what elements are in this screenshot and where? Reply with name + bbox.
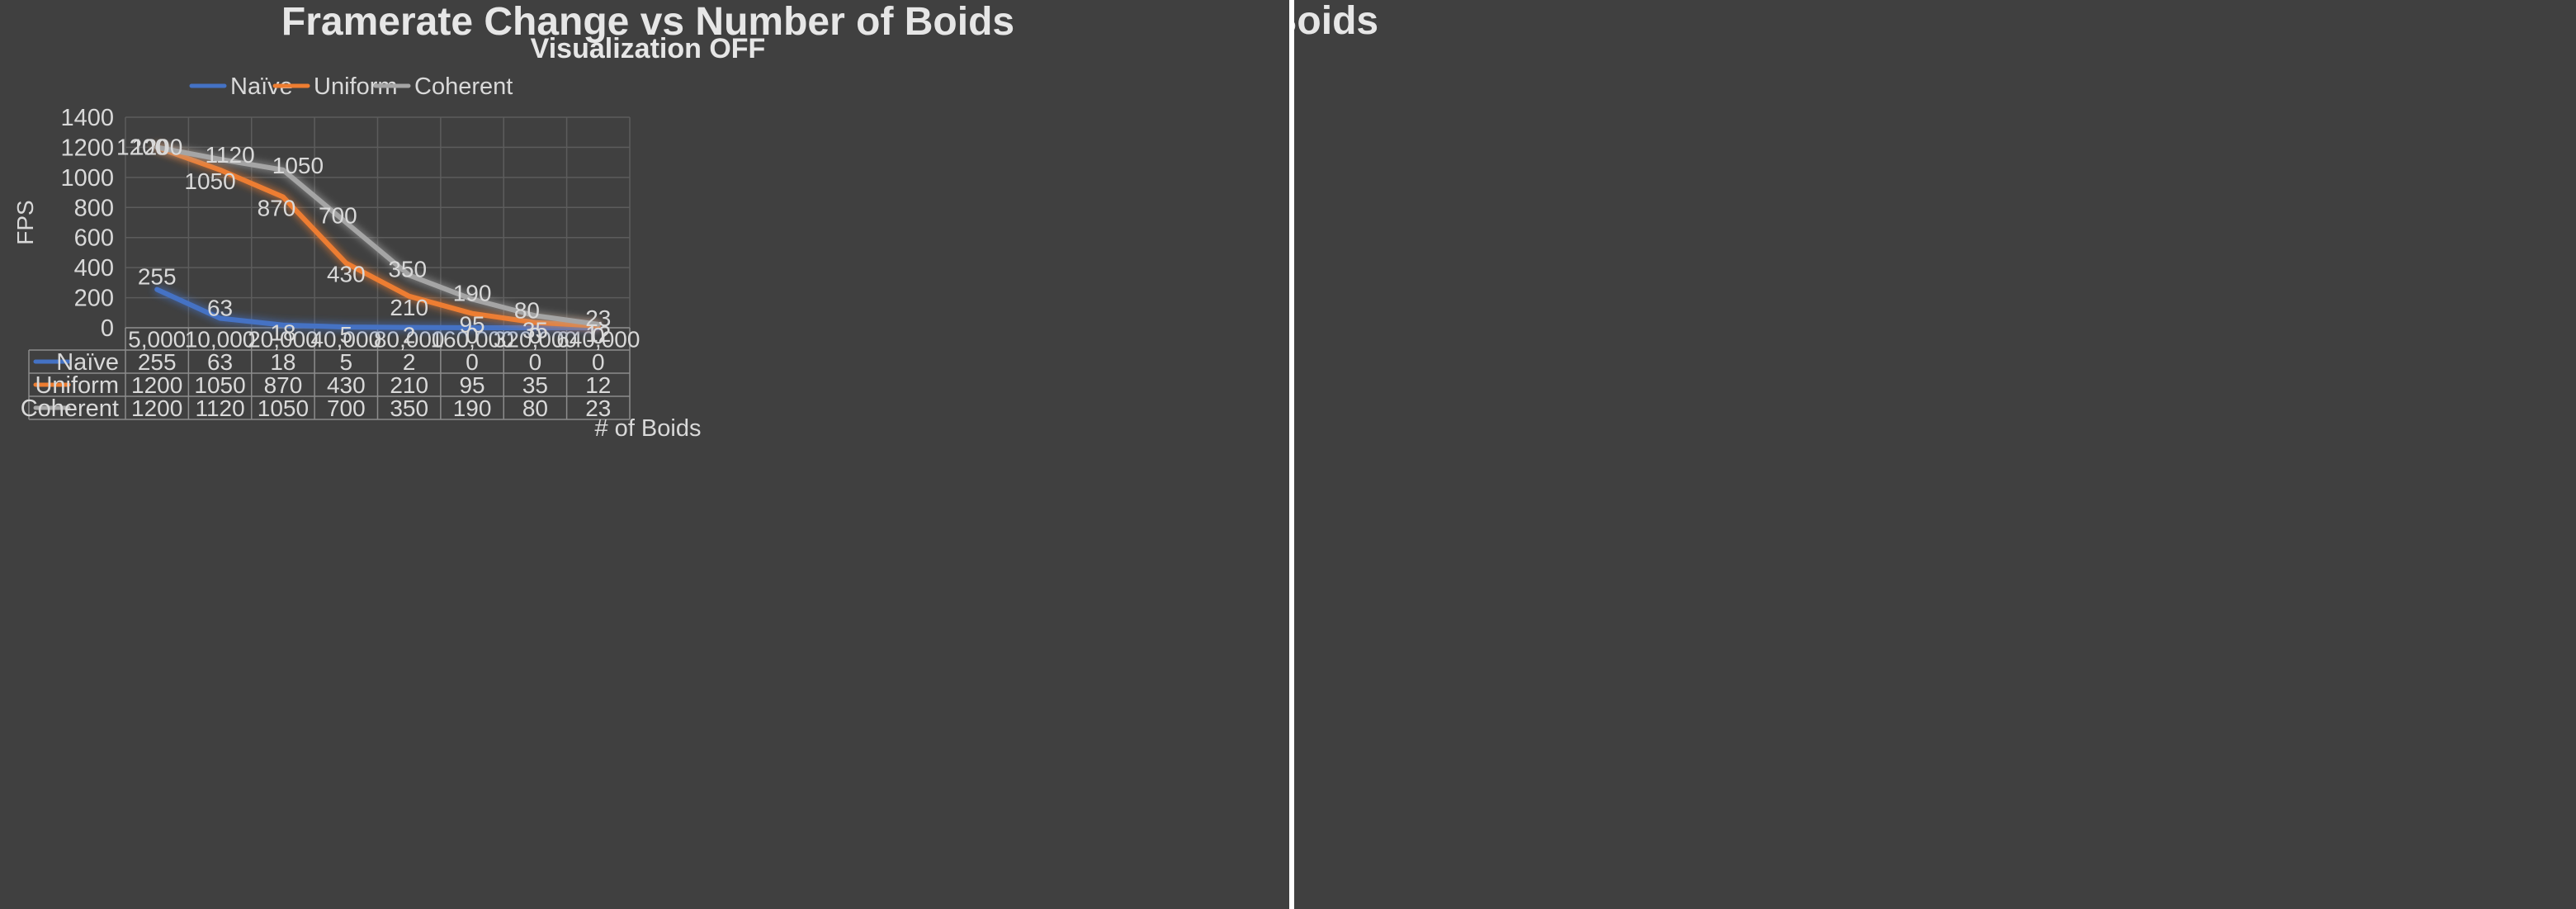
- data-label-coherent: 80: [514, 297, 540, 323]
- table-cell-naive: 0: [466, 349, 479, 375]
- legend-label-coherent: Coherent: [414, 73, 513, 100]
- data-label-uniform: 430: [327, 262, 366, 287]
- table-row-header-coherent: Coherent: [21, 395, 119, 422]
- data-label-uniform: 1050: [184, 168, 235, 194]
- table-row-header-naive: Naïve: [56, 349, 119, 376]
- data-label-naive: 18: [270, 320, 295, 346]
- y-tick-label: 0: [101, 315, 114, 342]
- y-tick-label: 800: [74, 195, 114, 221]
- x-axis-title: # of Boids: [595, 415, 702, 442]
- data-label-uniform: 870: [258, 196, 296, 221]
- data-label-coherent: 1200: [116, 134, 168, 159]
- x-category-label: 640,000: [556, 327, 640, 353]
- table-cell-coherent: 23: [585, 395, 611, 421]
- data-label-naive: 0: [529, 323, 542, 348]
- table-cell-coherent: 80: [522, 395, 548, 421]
- data-label-naive: 0: [466, 323, 479, 348]
- chart-subtitle: Visualization OFF: [531, 33, 766, 64]
- x-category-label: 40,000: [310, 327, 381, 353]
- table-cell-uniform: 870: [264, 372, 303, 398]
- data-label-coherent: 23: [585, 305, 611, 331]
- chart-panel-visualization-off: Framerate Change vs Number of Boids Visua…: [0, 0, 1289, 909]
- y-tick-label: 600: [74, 225, 114, 252]
- table-cell-uniform: 1200: [131, 372, 182, 398]
- y-tick-label: 200: [74, 286, 114, 312]
- table-cell-uniform: 210: [390, 372, 428, 398]
- table-cell-coherent: 1050: [258, 395, 309, 421]
- data-label-naive: 255: [138, 264, 177, 290]
- x-category-label: 320,000: [494, 327, 577, 353]
- table-cell-uniform: 95: [459, 372, 484, 398]
- y-tick-label: 1400: [60, 105, 114, 131]
- data-label-naive: 0: [592, 323, 605, 348]
- line-chart-visualization-on: Framerate Change vs Number of BoidsVisua…: [1294, 0, 1378, 43]
- data-label-naive: 63: [207, 296, 233, 321]
- data-label-uniform: 210: [390, 295, 428, 320]
- x-category-label: 5,000: [128, 327, 186, 353]
- table-cell-naive: 18: [270, 349, 295, 375]
- data-label-coherent: 1120: [205, 142, 254, 168]
- data-label-naive: 5: [340, 322, 353, 348]
- table-cell-naive: 63: [207, 349, 233, 375]
- series-line-naive: [154, 286, 601, 330]
- table-cell-naive: 5: [340, 349, 353, 375]
- x-category-label: 20,000: [248, 327, 319, 353]
- table-cell-coherent: 1200: [131, 395, 182, 421]
- data-label-uniform: 35: [522, 318, 548, 343]
- x-category-label: 10,000: [185, 327, 256, 353]
- y-axis-title: FPS: [12, 200, 38, 244]
- data-label-coherent: 1050: [272, 153, 324, 178]
- table-cell-uniform: 430: [327, 372, 366, 398]
- table-cell-naive: 255: [138, 349, 177, 375]
- data-label-coherent: 350: [388, 256, 427, 282]
- table-row-header-uniform: Uniform: [35, 372, 119, 399]
- table-cell-coherent: 1120: [195, 395, 244, 421]
- data-label-uniform: 1200: [131, 134, 182, 159]
- table-cell-coherent: 350: [390, 395, 428, 421]
- x-category-label: 160,000: [430, 327, 513, 353]
- data-label-uniform: 12: [585, 321, 611, 347]
- series-line-coherent: [154, 144, 601, 327]
- x-category-label: 80,000: [374, 327, 445, 353]
- data-label-uniform: 95: [459, 312, 484, 338]
- line-chart-visualization-off: Framerate Change vs Number of BoidsVisua…: [12, 0, 1014, 442]
- table-cell-uniform: 12: [585, 372, 611, 398]
- table-cell-coherent: 700: [327, 395, 366, 421]
- y-tick-label: 1200: [60, 135, 114, 161]
- data-label-naive: 2: [403, 323, 416, 348]
- data-label-coherent: 190: [453, 280, 492, 305]
- table-cell-naive: 0: [592, 349, 605, 375]
- table-cell-coherent: 190: [453, 395, 492, 421]
- table-cell-uniform: 35: [522, 372, 548, 398]
- table-cell-naive: 2: [403, 349, 416, 375]
- chart-title: Framerate Change vs Number of Boids: [281, 0, 1014, 44]
- series-line-uniform: [154, 144, 601, 329]
- chart-title: Framerate Change vs Number of Boids: [1294, 0, 1378, 43]
- y-tick-label: 400: [74, 255, 114, 282]
- y-tick-label: 1000: [60, 165, 114, 192]
- table-cell-naive: 0: [529, 349, 542, 375]
- data-label-coherent: 700: [319, 203, 357, 229]
- table-cell-uniform: 1050: [194, 372, 245, 398]
- chart-panel-visualization-on: Framerate Change vs Number of BoidsVisua…: [1294, 0, 2576, 909]
